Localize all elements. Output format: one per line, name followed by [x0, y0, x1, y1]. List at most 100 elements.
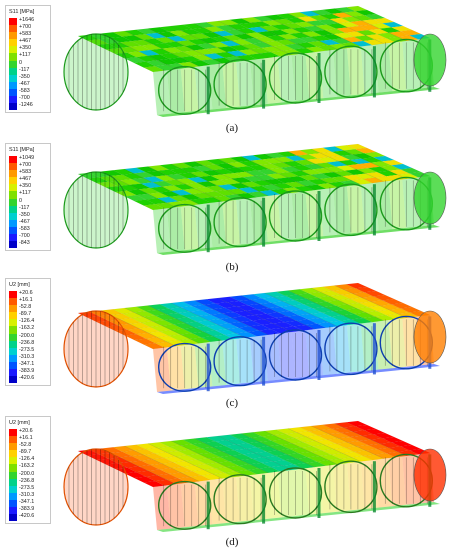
legend-row: +583 [9, 169, 48, 178]
legend-value: -126.4 [19, 318, 35, 325]
legend-swatch [9, 46, 17, 54]
legend-value: -273.5 [19, 346, 35, 353]
legend-value: -467 [19, 218, 30, 225]
right-end-cap [413, 33, 447, 87]
deck-mesh [77, 420, 431, 488]
legend-value: +467 [19, 38, 32, 45]
legend-swatch [9, 485, 17, 493]
legend-swatch [9, 74, 17, 82]
legend-swatch [9, 507, 17, 515]
legend-c: U2 [mm] +20.6 +16.1 -52.8 -89.7 -126.4 -163.2… [5, 278, 51, 387]
legend-swatch [9, 163, 17, 171]
legend-value: -467 [19, 80, 30, 87]
legend-b: S11 [MPa] +1049 +700 +583 +467 +350 +117 0 -117… [5, 143, 51, 252]
legend-value: -310.3 [19, 491, 35, 498]
caption-d: (d) [225, 536, 239, 548]
legend-row: -117 [9, 205, 48, 213]
legend-swatch [9, 103, 17, 111]
legend-swatch [9, 361, 17, 370]
legend-value: -843 [19, 240, 30, 247]
legend-row: -310.3 [9, 354, 48, 362]
legend-value: -350 [19, 211, 30, 218]
legend-value: -52.8 [19, 442, 32, 449]
legend-swatch [9, 450, 17, 458]
figure-panel-d: U2 [mm] +20.6 +16.1 -52.8 -89.7 -126.4 -163.2… [0, 412, 464, 550]
legend-swatch [9, 212, 17, 220]
legend-value: -583 [19, 225, 30, 232]
legend-title: S11 [MPa] [9, 9, 35, 15]
legend-value: -383.9 [19, 368, 35, 375]
legend-scale: +20.6 +16.1 -52.8 -89.7 -126.4 -163.2 -200.0 -2… [9, 428, 48, 522]
legend-scale: +1646 +700 +583 +467 +350 +117 0 -117 -350 -467 -5… [9, 17, 48, 111]
legend-value: +16.1 [19, 297, 33, 304]
legend-swatch [9, 25, 17, 33]
legend-row: +350 [9, 183, 48, 192]
legend-swatch [9, 67, 17, 75]
left-end-cap [63, 33, 129, 111]
caption-a: (a) [225, 122, 239, 134]
stress-contour-model-b [63, 143, 447, 255]
legend-swatch [9, 18, 17, 26]
legend-swatch [9, 291, 17, 299]
left-end-cap [63, 171, 129, 249]
legend-swatch [9, 514, 17, 522]
legend-value: +467 [19, 176, 32, 183]
legend-row: +700 [9, 162, 48, 171]
deck-stiffeners [101, 423, 408, 485]
legend-row: -383.9 [9, 368, 48, 377]
legend-row: -420.6 [9, 513, 48, 522]
legend-swatch [9, 53, 17, 61]
legend-row: 0 [9, 60, 48, 68]
legend-row: -200.0 [9, 470, 48, 479]
legend-row: -347.1 [9, 360, 48, 370]
legend-swatch [9, 198, 17, 206]
legend-swatch [9, 234, 17, 242]
legend-value: -700 [19, 233, 30, 240]
legend-row: -52.8 [9, 304, 48, 313]
legend-swatch [9, 156, 17, 164]
legend-value: -383.9 [19, 506, 35, 513]
legend-value: -1246 [19, 102, 33, 109]
legend-value: -347.1 [19, 360, 35, 367]
right-end-cap [413, 171, 447, 225]
legend-swatch [9, 376, 17, 384]
legend-value: +16.1 [19, 435, 33, 442]
legend-row: +16.1 [9, 297, 48, 306]
legend-row: -583 [9, 88, 48, 97]
legend-swatch [9, 205, 17, 213]
legend-value: +350 [19, 45, 32, 52]
legend-row: -420.6 [9, 375, 48, 384]
legend-value: +700 [19, 24, 32, 31]
legend-swatch [9, 492, 17, 500]
legend-value: +700 [19, 162, 32, 169]
legend-row: -200.0 [9, 333, 48, 341]
legend-row: -583 [9, 225, 48, 235]
legend-value: -347.1 [19, 498, 35, 505]
legend-row: -467 [9, 80, 48, 89]
legend-swatch [9, 347, 17, 355]
legend-a: S11 [MPa] +1646 +700 +583 +467 +350 +117 0 -117… [5, 5, 51, 114]
deck-mesh [77, 5, 431, 73]
figure-panel-c: U2 [mm] +20.6 +16.1 -52.8 -89.7 -126.4 -163.2… [0, 274, 464, 412]
legend-value: -200.0 [19, 470, 35, 477]
legend-value: -126.4 [19, 456, 35, 463]
legend-swatch [9, 305, 17, 313]
legend-title: U2 [mm] [9, 420, 30, 426]
legend-swatch [9, 354, 17, 362]
legend-value: +1646 [19, 17, 35, 23]
legend-value: +117 [19, 52, 31, 59]
legend-value: -273.5 [19, 484, 35, 491]
legend-swatch [9, 369, 17, 377]
legend-swatch [9, 457, 17, 465]
legend-row: -383.9 [9, 506, 48, 515]
stress-contour-model-a [63, 5, 447, 117]
deck-stiffeners [101, 8, 408, 70]
legend-row: -273.5 [9, 484, 48, 493]
legend-swatch [9, 81, 17, 89]
legend-value: -163.2 [19, 463, 35, 470]
legend-row: -117 [9, 67, 48, 75]
legend-row: -273.5 [9, 346, 48, 355]
legend-value: +350 [19, 183, 32, 190]
legend-value: -420.6 [19, 375, 35, 382]
legend-swatch [9, 340, 17, 348]
